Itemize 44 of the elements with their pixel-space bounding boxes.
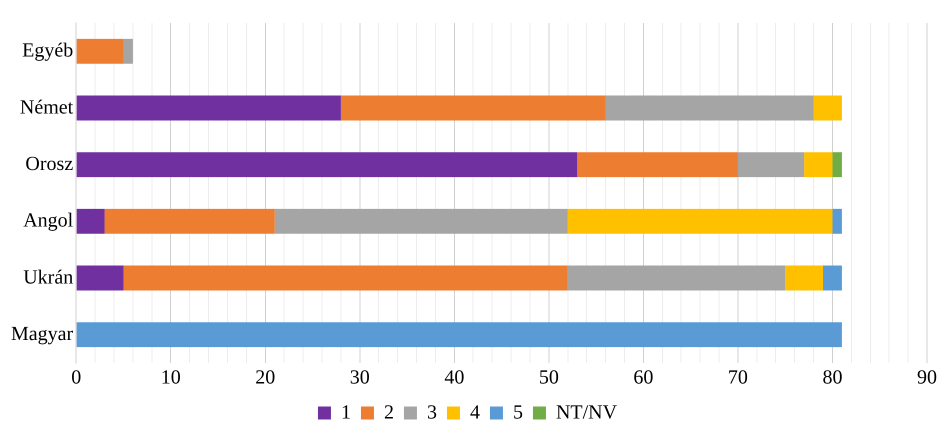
bar bbox=[568, 266, 786, 290]
bar bbox=[823, 266, 842, 290]
bar bbox=[804, 152, 832, 178]
bar bbox=[568, 208, 832, 234]
bar bbox=[104, 208, 275, 234]
bar bbox=[76, 322, 842, 348]
legend-label: 1 bbox=[340, 401, 351, 424]
x-tick-label: 40 bbox=[444, 366, 464, 388]
x-tick-label: 10 bbox=[160, 366, 181, 388]
x-tick-label: 80 bbox=[822, 366, 842, 388]
x-tick-label: 0 bbox=[71, 366, 82, 388]
bar bbox=[76, 152, 578, 178]
bar bbox=[577, 152, 738, 178]
bar bbox=[340, 96, 606, 120]
x-tick-label: 60 bbox=[633, 366, 654, 388]
y-tick-label: Magyar bbox=[10, 322, 74, 345]
x-tick-label: 50 bbox=[538, 366, 559, 388]
bar bbox=[738, 152, 804, 178]
bar bbox=[76, 266, 124, 290]
y-tick-label: Egyéb bbox=[22, 40, 74, 62]
x-tick-label: 70 bbox=[728, 366, 748, 388]
bar bbox=[123, 38, 133, 64]
bar bbox=[76, 38, 124, 64]
bar bbox=[832, 208, 842, 234]
bar bbox=[785, 266, 824, 290]
x-tick-label: 90 bbox=[917, 366, 937, 388]
legend-label: 4 bbox=[470, 401, 480, 424]
x-tick-label: 20 bbox=[255, 366, 276, 388]
y-tick-label: Német bbox=[20, 96, 74, 118]
bar bbox=[123, 266, 568, 290]
bar bbox=[76, 96, 341, 120]
legend-label: 2 bbox=[384, 401, 394, 424]
bar bbox=[832, 152, 842, 178]
y-tick-label: Angol bbox=[23, 210, 74, 232]
legend-label: 5 bbox=[512, 401, 523, 424]
bar bbox=[814, 96, 842, 120]
bar bbox=[274, 208, 568, 234]
legend-label: NT/NV bbox=[556, 401, 618, 424]
y-tick-label: Ukrán bbox=[23, 266, 74, 288]
bar bbox=[606, 96, 814, 120]
legend-label: 3 bbox=[426, 401, 437, 424]
y-tick-label: Orosz bbox=[25, 152, 74, 175]
bar bbox=[76, 208, 105, 234]
x-tick-label: 30 bbox=[350, 366, 370, 388]
